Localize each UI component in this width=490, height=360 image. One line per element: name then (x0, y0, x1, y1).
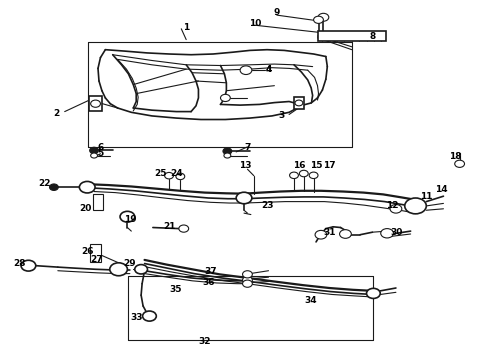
Circle shape (290, 172, 298, 179)
Circle shape (405, 198, 426, 214)
Text: 34: 34 (305, 296, 318, 305)
Text: 1: 1 (183, 23, 189, 32)
Text: 24: 24 (170, 169, 183, 178)
Text: 15: 15 (310, 161, 322, 170)
Text: 27: 27 (91, 256, 103, 264)
Text: 14: 14 (435, 185, 447, 194)
Text: 20: 20 (79, 204, 92, 213)
Circle shape (367, 288, 380, 298)
Text: 19: 19 (123, 215, 136, 224)
Text: 5: 5 (98, 149, 103, 158)
Text: 4: 4 (265, 65, 272, 74)
Text: 18: 18 (449, 152, 462, 161)
Text: 25: 25 (154, 169, 167, 178)
Circle shape (223, 148, 232, 154)
Text: 37: 37 (204, 267, 217, 276)
Bar (93, 194, 103, 210)
Circle shape (79, 181, 95, 193)
Text: 13: 13 (239, 161, 251, 170)
Text: 11: 11 (420, 192, 433, 201)
Text: 3: 3 (279, 111, 285, 120)
Circle shape (120, 211, 135, 222)
Bar (90, 244, 101, 262)
Text: 12: 12 (386, 201, 398, 210)
Circle shape (176, 173, 185, 180)
Text: 30: 30 (391, 228, 403, 237)
Circle shape (90, 147, 98, 154)
Text: 35: 35 (169, 285, 182, 294)
Circle shape (243, 280, 252, 287)
Circle shape (110, 263, 127, 276)
Circle shape (135, 265, 147, 274)
Circle shape (455, 160, 465, 167)
Text: 21: 21 (163, 222, 175, 231)
Circle shape (49, 184, 58, 190)
Text: 4: 4 (265, 65, 272, 74)
Circle shape (236, 192, 252, 204)
Bar (318, 31, 386, 41)
Text: 22: 22 (38, 179, 50, 188)
Text: 32: 32 (198, 338, 211, 346)
Text: 10: 10 (248, 19, 261, 28)
Circle shape (179, 225, 189, 232)
Circle shape (143, 311, 156, 321)
Bar (294, 97, 304, 109)
Text: 6: 6 (98, 143, 103, 152)
Circle shape (315, 230, 327, 239)
Text: 8: 8 (369, 32, 375, 41)
Text: 28: 28 (13, 259, 26, 268)
Text: 7: 7 (244, 143, 251, 152)
Text: 2: 2 (53, 109, 59, 118)
Bar (89, 96, 102, 111)
Circle shape (299, 170, 308, 177)
Text: 33: 33 (130, 313, 143, 322)
Circle shape (224, 153, 231, 158)
Circle shape (91, 100, 100, 107)
Circle shape (91, 153, 98, 158)
Text: 9: 9 (273, 8, 280, 17)
Text: 17: 17 (323, 161, 336, 170)
Text: 31: 31 (323, 228, 336, 237)
Circle shape (390, 204, 402, 213)
Circle shape (243, 276, 252, 284)
Text: 16: 16 (293, 161, 305, 170)
Text: 26: 26 (81, 247, 94, 256)
Circle shape (295, 100, 303, 106)
Circle shape (21, 260, 36, 271)
Circle shape (243, 271, 252, 278)
Circle shape (165, 172, 173, 179)
Circle shape (340, 230, 351, 238)
Text: 36: 36 (202, 278, 215, 287)
Circle shape (240, 66, 252, 75)
Text: 23: 23 (261, 201, 273, 210)
Circle shape (318, 13, 329, 21)
Circle shape (381, 229, 393, 238)
Circle shape (220, 94, 230, 102)
Circle shape (309, 172, 318, 179)
Text: 29: 29 (123, 259, 136, 268)
Circle shape (314, 16, 323, 23)
